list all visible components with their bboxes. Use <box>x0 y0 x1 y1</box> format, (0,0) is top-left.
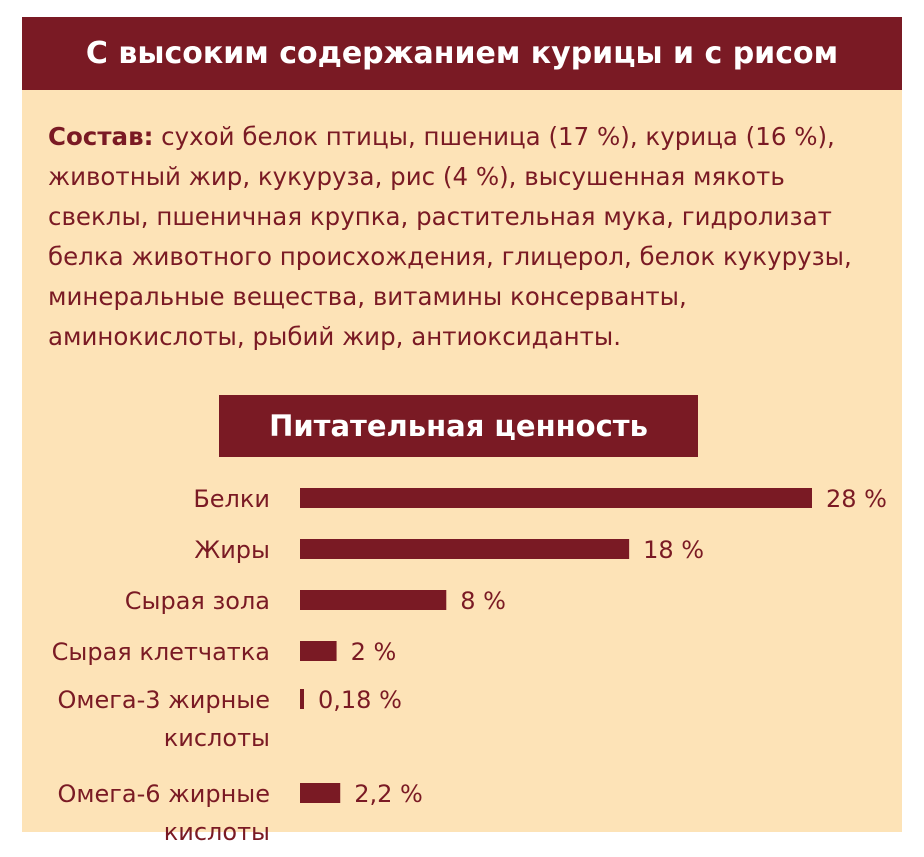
composition-text: Состав: сухой белок птицы, пшеница (17 %… <box>48 117 878 357</box>
category-label-4-line-0: Омега-3 жирные <box>58 686 271 714</box>
bar-1 <box>300 539 630 559</box>
bar-3 <box>300 641 337 661</box>
bar-5 <box>300 783 341 803</box>
category-label-0: Белки <box>193 485 270 513</box>
category-label-5-line-1: кислоты <box>164 818 270 846</box>
value-label-1: 18 % <box>643 536 704 564</box>
value-label-4: 0,18 % <box>318 686 402 714</box>
value-label-5: 2,2 % <box>354 780 423 808</box>
header-title: С высоким содержанием курицы и с рисом <box>85 36 839 71</box>
category-label-4-line-1: кислоты <box>164 724 270 752</box>
category-label-3: Сырая клетчатка <box>52 638 270 666</box>
category-label-1: Жиры <box>194 536 270 564</box>
value-label-3: 2 % <box>351 638 397 666</box>
value-label-2: 8 % <box>460 587 506 615</box>
bar-0 <box>300 488 812 508</box>
composition-body: сухой белок птицы, пшеница (17 %), куриц… <box>48 122 852 351</box>
value-label-0: 28 % <box>826 485 887 513</box>
header-banner: С высоким содержанием курицы и с рисом <box>22 17 902 90</box>
chart-title-banner: Питательная ценность <box>219 395 698 457</box>
composition-label: Состав: <box>48 122 154 151</box>
category-label-5-line-0: Омега-6 жирные <box>58 780 271 808</box>
category-label-2: Сырая зола <box>125 587 270 615</box>
bar-2 <box>300 590 447 610</box>
bar-4 <box>300 689 304 709</box>
chart-title: Питательная ценность <box>269 409 648 443</box>
nutrition-panel: С высоким содержанием курицы и с рисом С… <box>22 17 902 832</box>
